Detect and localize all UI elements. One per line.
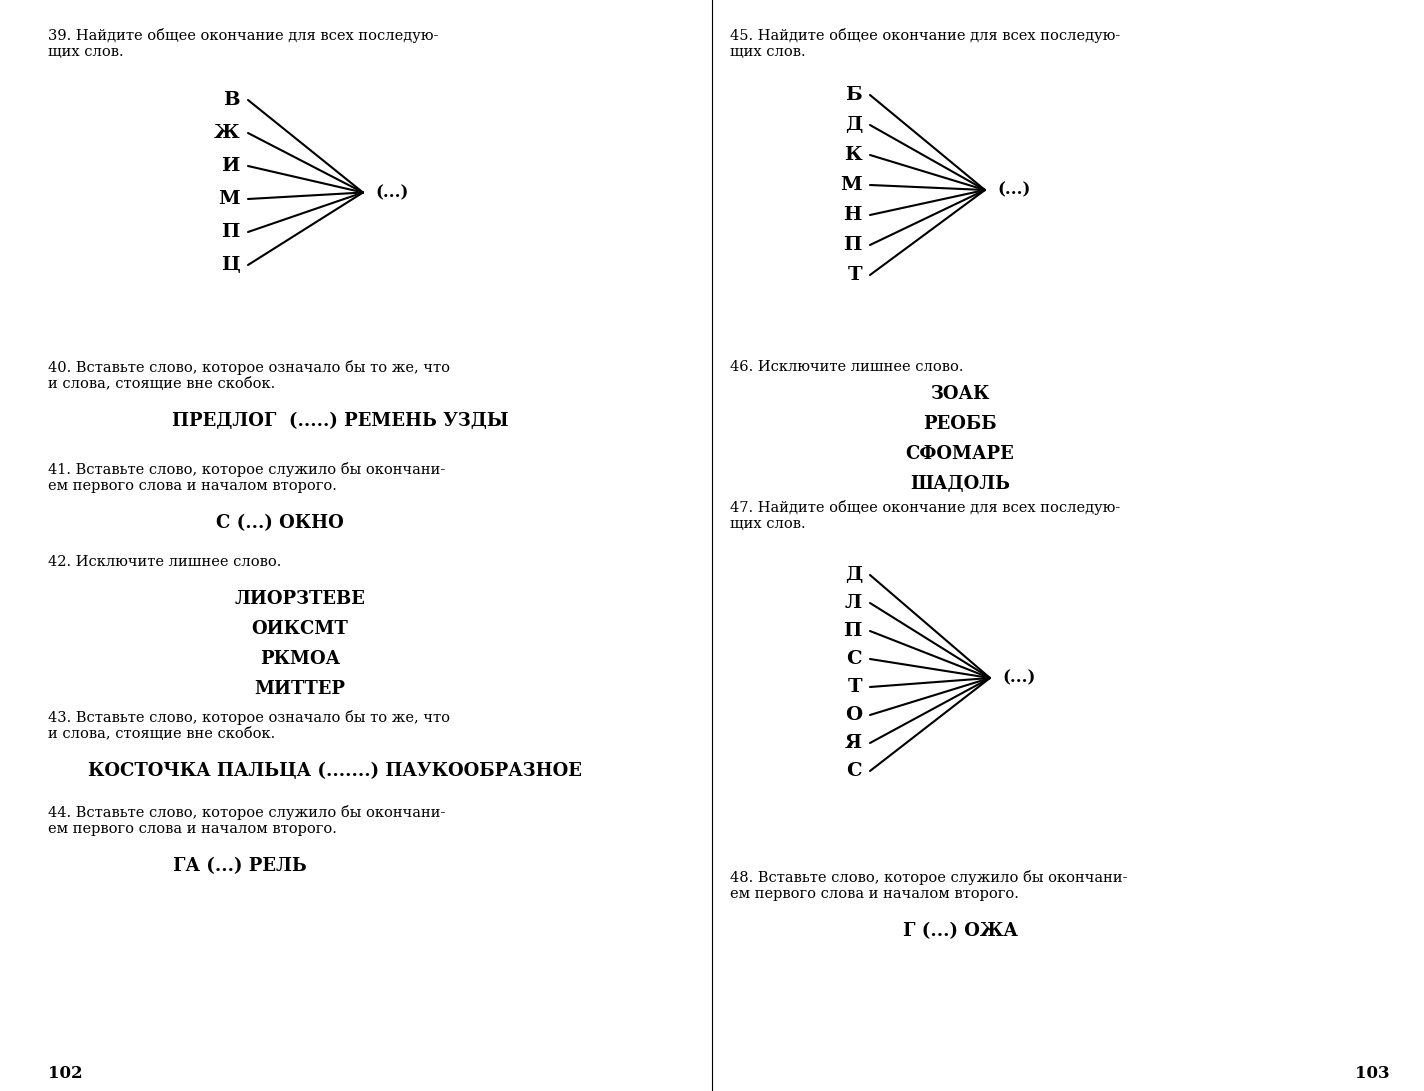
- Text: Н: Н: [843, 206, 862, 224]
- Text: С: С: [846, 650, 862, 668]
- Text: 43. Вставьте слово, которое означало бы то же, что
и слова, стоящие вне скобок.: 43. Вставьте слово, которое означало бы …: [48, 710, 450, 741]
- Text: С: С: [846, 762, 862, 780]
- Text: СФОМАРЕ: СФОМАРЕ: [906, 445, 1014, 463]
- Text: 42. Исключите лишнее слово.: 42. Исключите лишнее слово.: [48, 555, 282, 570]
- Text: П: П: [843, 622, 862, 640]
- Text: М: М: [840, 176, 862, 194]
- Text: П: П: [222, 223, 241, 241]
- Text: В: В: [224, 91, 241, 109]
- Text: (...): (...): [1002, 670, 1035, 686]
- Text: ЗОАК: ЗОАК: [930, 385, 990, 403]
- Text: Т: Т: [847, 266, 862, 284]
- Text: 45. Найдите общее окончание для всех последую-
щих слов.: 45. Найдите общее окончание для всех пос…: [731, 28, 1121, 59]
- Text: М: М: [218, 190, 241, 208]
- Text: Б: Б: [846, 86, 862, 104]
- Text: 48. Вставьте слово, которое служило бы окончани-
ем первого слова и началом втор: 48. Вставьте слово, которое служило бы о…: [731, 870, 1128, 901]
- Text: (...): (...): [375, 184, 409, 201]
- Text: ГА (...) РЕЛЬ: ГА (...) РЕЛЬ: [174, 858, 308, 875]
- Text: ОИКСМТ: ОИКСМТ: [252, 620, 349, 638]
- Text: Ж: Ж: [214, 124, 241, 142]
- Text: 40. Вставьте слово, которое означало бы то же, что
и слова, стоящие вне скобок.: 40. Вставьте слово, которое означало бы …: [48, 360, 450, 392]
- Text: РКМОА: РКМОА: [261, 650, 340, 668]
- Text: МИТТЕР: МИТТЕР: [255, 680, 346, 698]
- Text: Ц: Ц: [221, 256, 241, 274]
- Text: ШАДОЛЬ: ШАДОЛЬ: [910, 475, 1010, 493]
- Text: ЛИОРЗТЕВЕ: ЛИОРЗТЕВЕ: [235, 590, 366, 608]
- Text: ПРЕДЛОГ  (.....) РЕМЕНЬ УЗДЫ: ПРЕДЛОГ (.....) РЕМЕНЬ УЗДЫ: [172, 412, 508, 430]
- Text: 41. Вставьте слово, которое служило бы окончани-
ем первого слова и началом втор: 41. Вставьте слово, которое служило бы о…: [48, 461, 446, 493]
- Text: О: О: [844, 706, 862, 724]
- Text: КОСТОЧКА ПАЛЬЦА (.......) ПАУКООБРАЗНОЕ: КОСТОЧКА ПАЛЬЦА (.......) ПАУКООБРАЗНОЕ: [88, 762, 582, 780]
- Text: Д: Д: [844, 116, 862, 134]
- Text: Л: Л: [844, 594, 862, 612]
- Text: 102: 102: [48, 1065, 83, 1082]
- Text: К: К: [844, 146, 862, 164]
- Text: 47. Найдите общее окончание для всех последую-
щих слов.: 47. Найдите общее окончание для всех пос…: [731, 500, 1121, 531]
- Text: Д: Д: [844, 566, 862, 584]
- Text: С (...) ОКНО: С (...) ОКНО: [216, 514, 343, 532]
- Text: РЕОББ: РЕОББ: [923, 415, 997, 433]
- Text: (...): (...): [997, 181, 1031, 199]
- Text: 44. Вставьте слово, которое служило бы окончани-
ем первого слова и началом втор: 44. Вставьте слово, которое служило бы о…: [48, 805, 446, 836]
- Text: 46. Исключите лишнее слово.: 46. Исключите лишнее слово.: [731, 360, 964, 374]
- Text: П: П: [843, 236, 862, 254]
- Text: И: И: [222, 157, 241, 175]
- Text: Г (...) ОЖА: Г (...) ОЖА: [903, 922, 1017, 940]
- Text: 103: 103: [1356, 1065, 1390, 1082]
- Text: Я: Я: [844, 734, 862, 752]
- Text: 39. Найдите общее окончание для всех последую-
щих слов.: 39. Найдите общее окончание для всех пос…: [48, 28, 439, 59]
- Text: Т: Т: [847, 678, 862, 696]
